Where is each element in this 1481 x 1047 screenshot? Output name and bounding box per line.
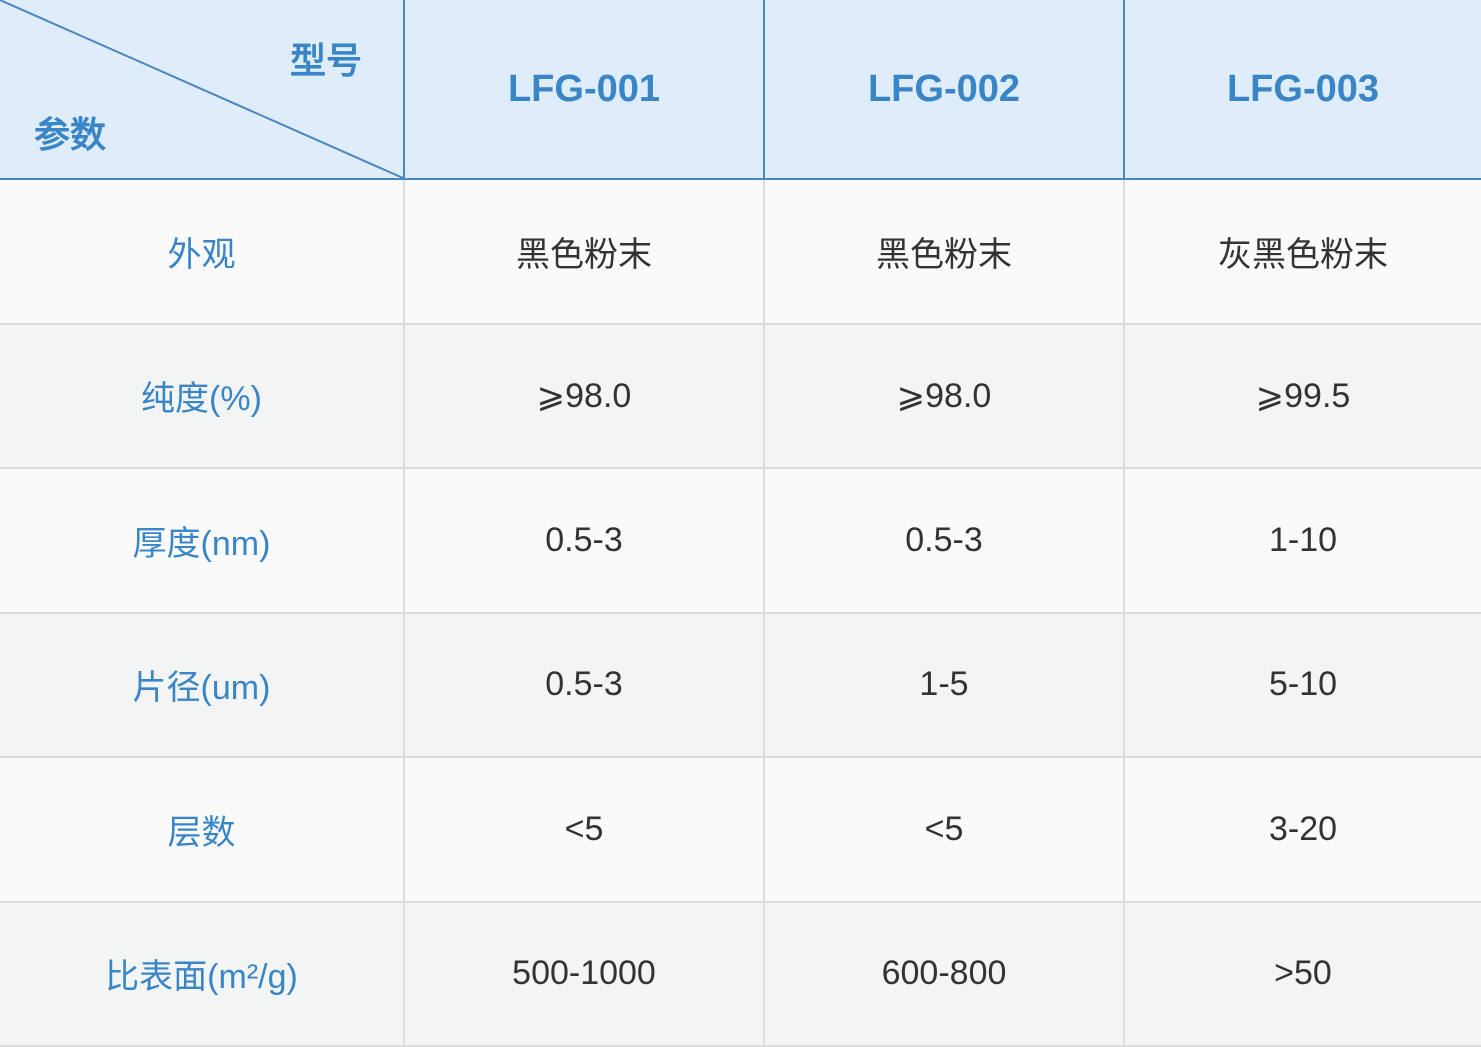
corner-cell: [0, 0, 403, 180]
cell-value: 0.5-3: [763, 469, 1123, 614]
cell-value: ⩾98.0: [403, 324, 763, 469]
row-label: 片径(um): [0, 613, 403, 758]
cell-value: 0.5-3: [403, 613, 763, 758]
cell-value: 1-5: [763, 613, 1123, 758]
cell-value: <5: [763, 758, 1123, 903]
cell-value: 0.5-3: [403, 469, 763, 614]
corner-bottom: 参数: [34, 114, 107, 155]
cell-value: ⩾98.0: [763, 324, 1123, 469]
row-label: 厚度(nm): [0, 469, 403, 614]
cell-value: 5-10: [1123, 613, 1481, 758]
cell-value: ⩾99.5: [1123, 324, 1481, 469]
diagonal: [0, 0, 403, 179]
row-label: 比表面(m²/g): [0, 902, 403, 1047]
cell-value: 黑色粉末: [403, 180, 763, 325]
cell-value: 黑色粉末: [763, 180, 1123, 325]
cell-value: 灰黑色粉末: [1123, 180, 1481, 325]
cell-value: <5: [403, 758, 763, 903]
row-label: 层数: [0, 758, 403, 903]
cell-value: 3-20: [1123, 758, 1481, 903]
cell-value: 600-800: [763, 902, 1123, 1047]
cell-value: 500-1000: [403, 902, 763, 1047]
row-label: 纯度(%): [0, 324, 403, 469]
model-header: LFG-001: [403, 0, 763, 180]
cell-value: 1-10: [1123, 469, 1481, 614]
cell-value: >50: [1123, 902, 1481, 1047]
corner-top: 型号: [290, 40, 363, 81]
row-label: 外观: [0, 180, 403, 325]
model-header: LFG-003: [1123, 0, 1481, 180]
model-header: LFG-002: [763, 0, 1123, 180]
